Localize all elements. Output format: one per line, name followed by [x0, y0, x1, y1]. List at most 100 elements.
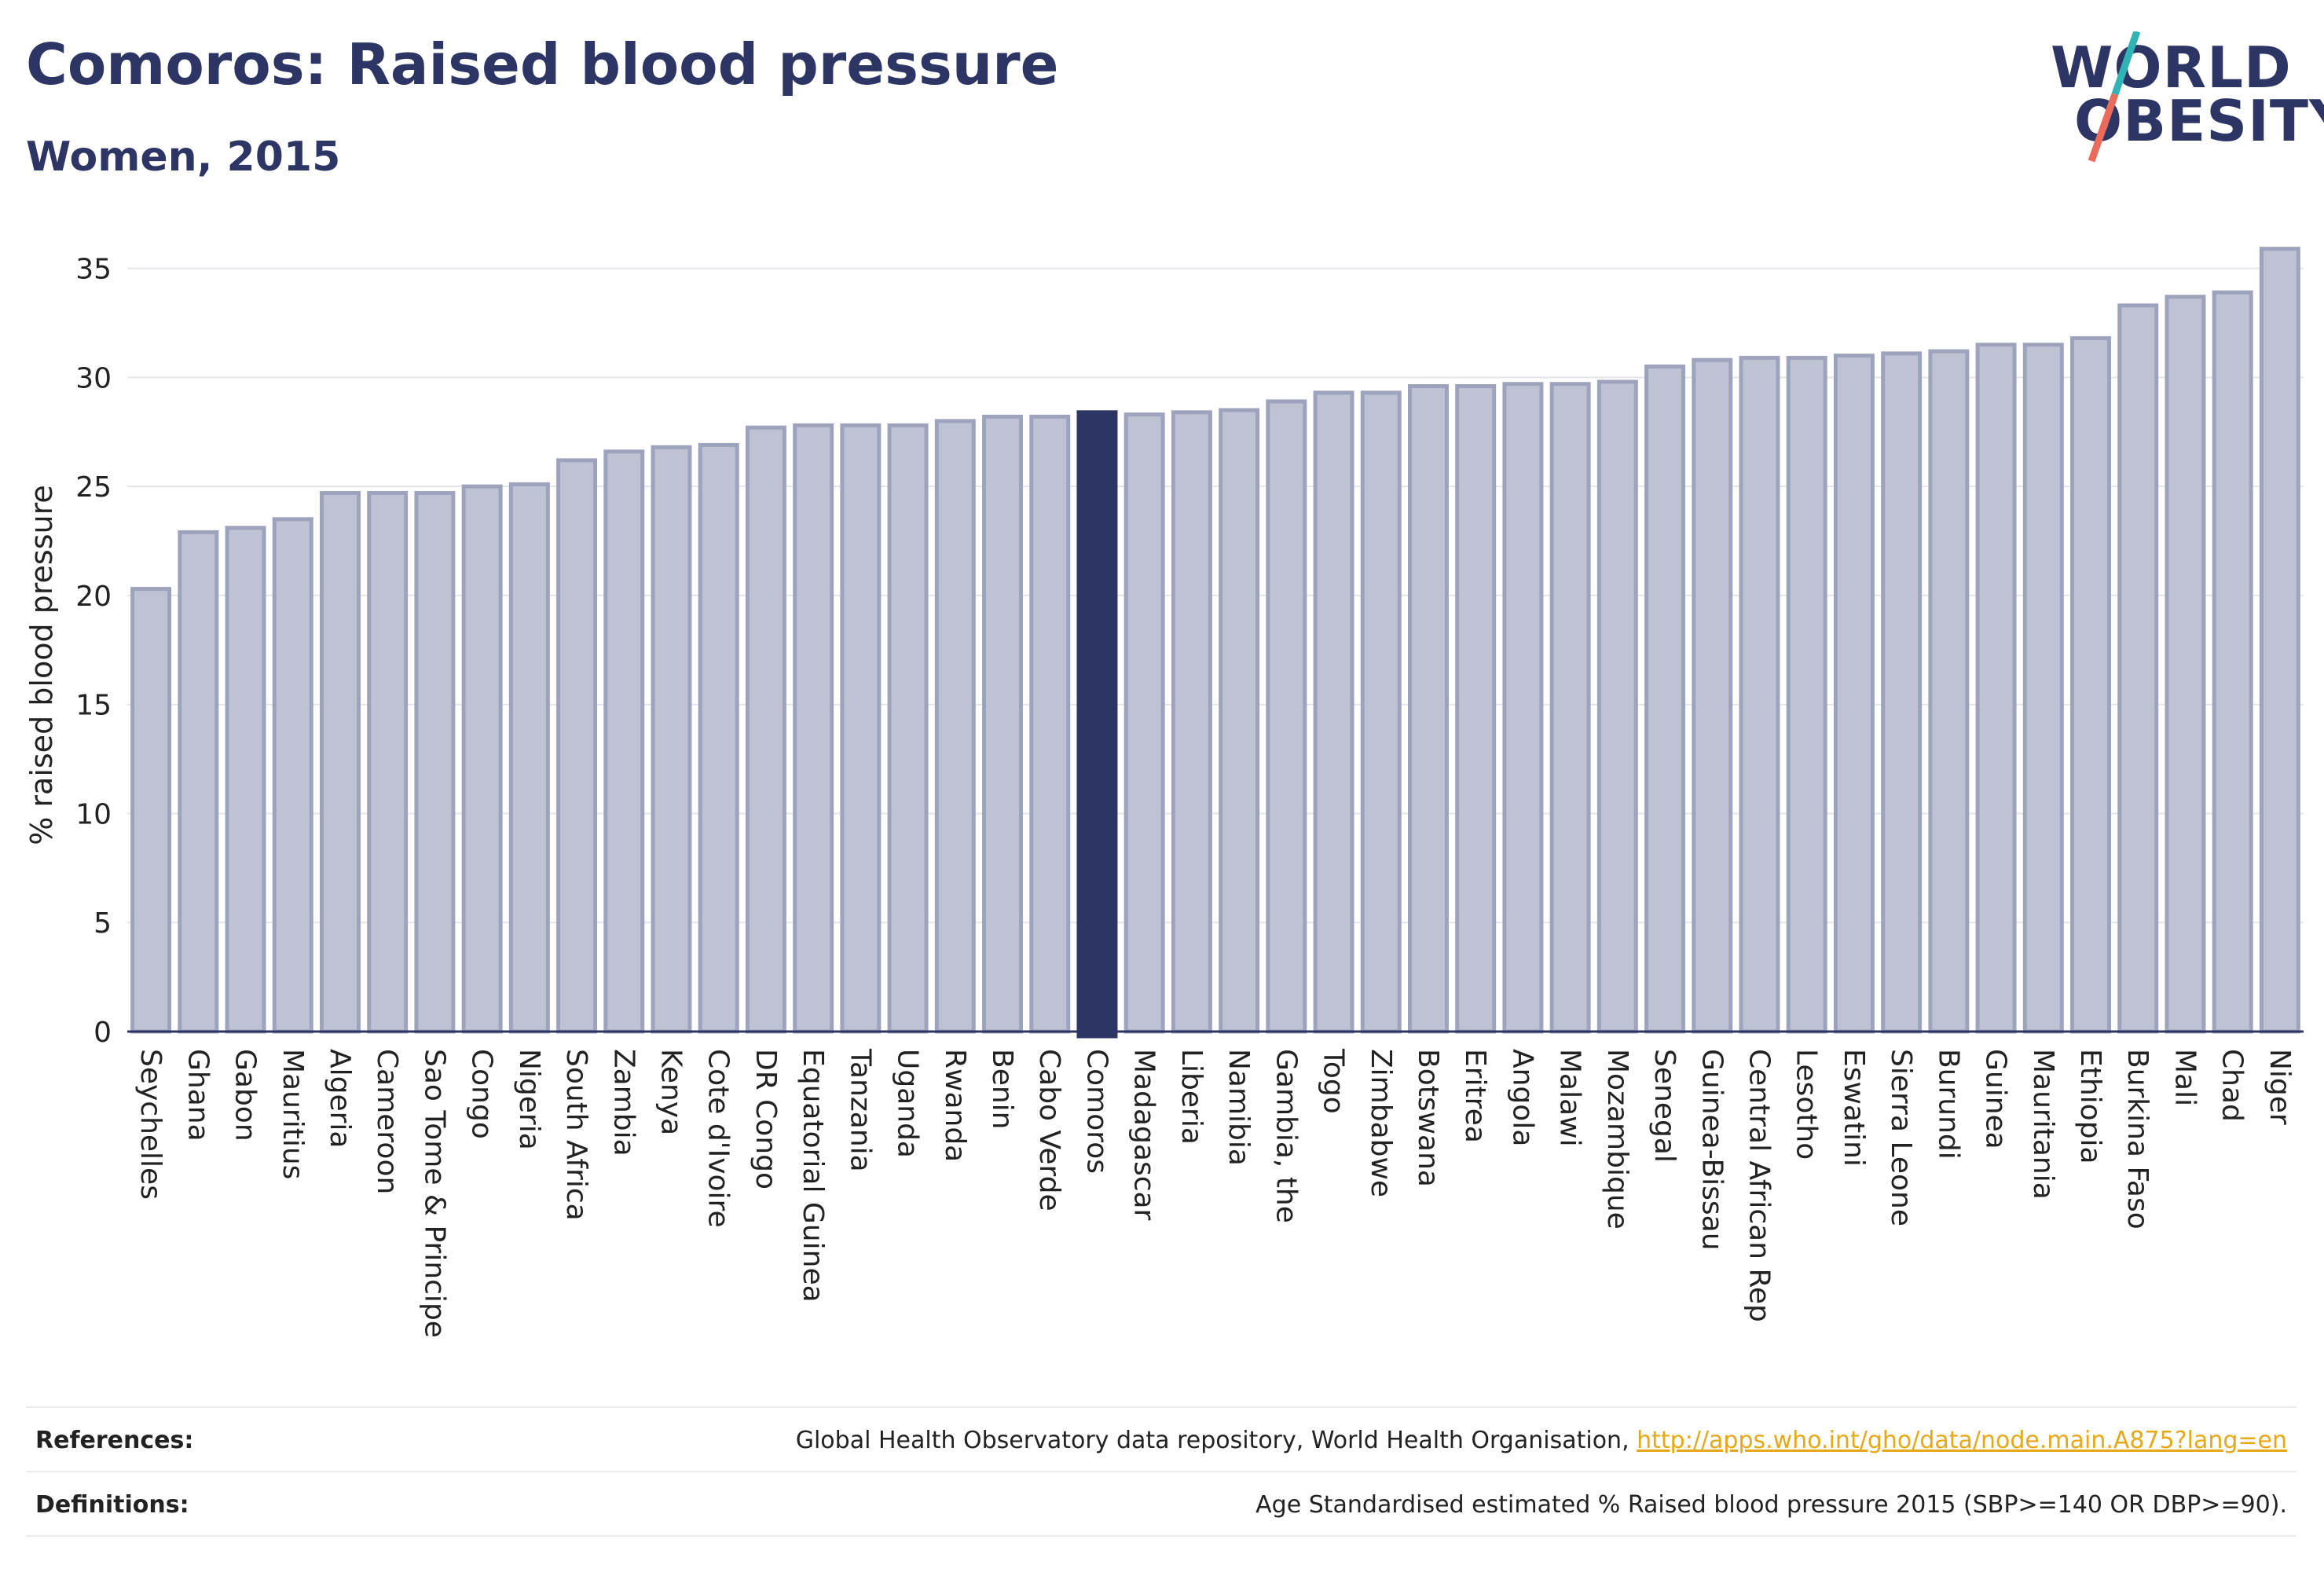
x-tick-label: Angola: [1506, 1049, 1538, 1146]
bar[interactable]: [1407, 383, 1449, 1034]
bar[interactable]: [603, 449, 645, 1034]
bar-chart: 0 5 10 15 20 25 30 35 % raised blood pressure S…: [24, 247, 2304, 1338]
bar[interactable]: [1928, 349, 1970, 1034]
bar[interactable]: [225, 526, 266, 1034]
x-tick-label: South Africa: [560, 1049, 592, 1221]
x-tick-label: Congo: [466, 1049, 498, 1139]
bar[interactable]: [1219, 408, 1260, 1034]
bar[interactable]: [1692, 357, 1733, 1034]
y-axis-ticks: 0 5 10 15 20 25 30 35: [75, 254, 112, 1049]
bar[interactable]: [1881, 351, 1923, 1034]
x-tick-label: Guinea-Bissau: [1695, 1049, 1728, 1251]
x-tick-label: Gabon: [229, 1049, 262, 1142]
x-tick-label: Kenya: [655, 1049, 687, 1135]
bar[interactable]: [130, 587, 172, 1034]
bar[interactable]: [1124, 412, 1165, 1034]
x-tick-label: Seychelles: [134, 1049, 167, 1200]
bar[interactable]: [1266, 399, 1307, 1034]
bar[interactable]: [2117, 303, 2159, 1034]
x-tick-label: Nigeria: [513, 1049, 545, 1150]
x-tick-label: Chad: [2216, 1049, 2249, 1122]
x-tick-label: Eswatini: [1838, 1049, 1870, 1167]
bar[interactable]: [1786, 355, 1827, 1034]
x-tick-label: Senegal: [1648, 1049, 1681, 1163]
bar[interactable]: [1596, 379, 1638, 1034]
x-tick-label: Zimbabwe: [1365, 1049, 1397, 1197]
x-axis-labels: Seychelles Ghana Gabon Mauritius Algeria Came…: [134, 1048, 2296, 1338]
bar[interactable]: [508, 482, 550, 1034]
bar[interactable]: [2165, 295, 2206, 1034]
logo-slash-icon: [2088, 31, 2141, 163]
bar[interactable]: [178, 530, 219, 1034]
x-tick-label: Tanzania: [844, 1048, 876, 1172]
x-tick-label: Burundi: [1932, 1049, 1964, 1160]
bar[interactable]: [1502, 382, 1544, 1034]
y-tick-label: 30: [75, 362, 112, 394]
y-axis-label: % raised blood pressure: [24, 485, 59, 845]
x-tick-label: Ethiopia: [2074, 1049, 2106, 1164]
x-tick-label: Mauritania: [2027, 1049, 2059, 1200]
bars: [130, 247, 2300, 1039]
definitions-text: Age Standardised estimated % Raised bloo…: [1255, 1491, 2287, 1519]
bar[interactable]: [414, 490, 456, 1034]
bar[interactable]: [2259, 247, 2300, 1034]
definitions-row: Definitions: Age Standardised estimated …: [26, 1471, 2297, 1537]
bar[interactable]: [840, 423, 882, 1034]
world-obesity-logo[interactable]: WORLD OBESITY: [2051, 31, 2324, 165]
bar[interactable]: [2022, 343, 2064, 1034]
bar[interactable]: [1455, 383, 1497, 1034]
chart-subtitle: Women, 2015: [26, 134, 341, 181]
y-tick-label: 20: [75, 581, 112, 613]
x-tick-label: Comoros: [1080, 1049, 1113, 1174]
bar[interactable]: [651, 445, 692, 1034]
x-tick-label: Sao Tome & Principe: [418, 1049, 450, 1338]
x-tick-label: Gambia, the: [1270, 1049, 1302, 1223]
logo-text-world: WORLD: [2051, 35, 2292, 101]
x-tick-label: Malawi: [1554, 1049, 1586, 1147]
bar[interactable]: [934, 419, 976, 1034]
bar[interactable]: [982, 414, 1024, 1034]
bar[interactable]: [2212, 290, 2253, 1034]
bar[interactable]: [1549, 382, 1591, 1034]
bar[interactable]: [1171, 410, 1212, 1034]
x-tick-label: Mali: [2168, 1049, 2201, 1106]
y-tick-label: 15: [75, 690, 112, 722]
x-tick-label: Cabo Verde: [1033, 1049, 1065, 1211]
x-tick-label: Ghana: [181, 1049, 214, 1142]
x-tick-label: Sierra Leone: [1885, 1049, 1917, 1226]
x-tick-label: Liberia: [1175, 1049, 1208, 1145]
bar[interactable]: [367, 490, 409, 1034]
bar[interactable]: [272, 517, 313, 1034]
x-tick-label: Rwanda: [939, 1049, 971, 1162]
bar[interactable]: [2070, 335, 2112, 1034]
bar[interactable]: [793, 423, 834, 1034]
y-tick-label: 10: [75, 798, 112, 830]
x-tick-label: Zambia: [607, 1049, 640, 1156]
bar[interactable]: [1313, 390, 1354, 1034]
bar[interactable]: [698, 442, 739, 1034]
bar[interactable]: [556, 458, 598, 1034]
x-tick-label: Botswana: [1412, 1049, 1444, 1187]
y-tick-label: 0: [93, 1017, 112, 1049]
definitions-label: Definitions:: [35, 1491, 189, 1519]
references-label: References:: [35, 1427, 194, 1454]
references-link[interactable]: http://apps.who.int/gho/data/node.main.A…: [1637, 1427, 2287, 1454]
x-tick-label: Cameroon: [371, 1049, 403, 1194]
bar[interactable]: [1739, 355, 1780, 1034]
bar[interactable]: [1029, 414, 1071, 1034]
x-tick-label: Namibia: [1222, 1049, 1255, 1166]
x-tick-label: Mozambique: [1601, 1049, 1633, 1230]
x-tick-label: Burkina Faso: [2121, 1049, 2154, 1230]
bar-highlighted[interactable]: [1076, 410, 1118, 1039]
bar[interactable]: [745, 425, 786, 1034]
x-tick-label: Central African Rep: [1743, 1049, 1776, 1322]
bar[interactable]: [1975, 343, 2017, 1034]
x-tick-label: Uganda: [892, 1049, 924, 1158]
bar[interactable]: [1360, 390, 1402, 1034]
x-tick-label: Guinea: [1980, 1049, 2012, 1149]
bar[interactable]: [1833, 354, 1875, 1034]
bar[interactable]: [887, 423, 929, 1034]
bar[interactable]: [461, 484, 503, 1034]
bar[interactable]: [319, 490, 361, 1034]
bar[interactable]: [1644, 365, 1686, 1034]
